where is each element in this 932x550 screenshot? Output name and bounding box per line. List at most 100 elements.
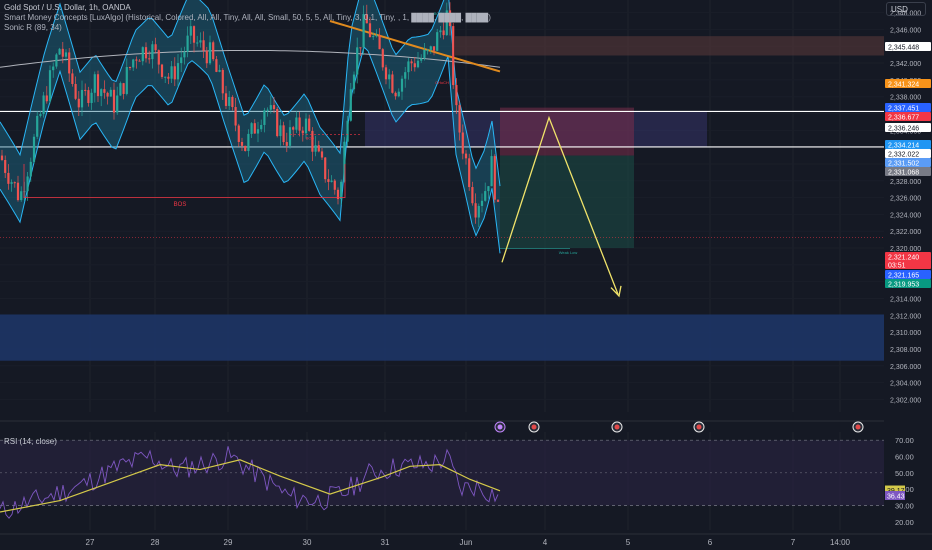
y-tick-label: 2,348.000: [890, 11, 921, 18]
candle-body: [13, 182, 16, 184]
candle-body: [247, 133, 250, 151]
y-tick-label: 2,326.000: [890, 196, 921, 203]
candle-body: [432, 46, 436, 51]
candle-body: [10, 182, 13, 184]
rsi-title: RSI (14, close): [4, 437, 57, 446]
currency-button[interactable]: USD: [886, 2, 926, 16]
price-label-bg: [885, 270, 931, 279]
candle-body: [292, 127, 295, 130]
candle-body: [84, 89, 87, 91]
price-label: 2,332.022: [888, 152, 919, 159]
candle-body: [352, 74, 356, 90]
price-label: 2,331.068: [888, 170, 919, 177]
candle-body: [474, 203, 477, 218]
price-label-bg: [885, 42, 931, 51]
price-label-bg: [885, 123, 931, 132]
x-tick-label: 31: [381, 538, 390, 547]
choch-label: CHoCH: [435, 80, 449, 85]
candle-body: [327, 179, 330, 182]
candle-body: [372, 36, 375, 38]
candle-body: [128, 66, 132, 68]
candle-body: [298, 117, 301, 131]
candle-body: [151, 44, 154, 60]
y-tick-label: 2,308.000: [890, 347, 921, 354]
candle-body: [356, 47, 359, 75]
candle-body: [250, 123, 253, 134]
candle-body: [333, 180, 336, 190]
event-icon-dot: [531, 424, 537, 430]
candle-body: [87, 90, 90, 103]
candle-body: [71, 73, 74, 84]
bos-label: BOS: [306, 136, 315, 141]
candle-body: [96, 74, 100, 97]
candle-body: [119, 83, 122, 96]
candle-body: [471, 187, 474, 204]
candle-body: [208, 42, 212, 64]
x-tick-label: 30: [303, 538, 312, 547]
price-label-bg: [885, 79, 931, 88]
candle-body: [144, 47, 148, 59]
y-tick-label: 2,346.000: [890, 27, 921, 34]
candle-body: [100, 89, 103, 97]
x-tick-label: 6: [708, 538, 713, 547]
candle-body: [39, 114, 42, 116]
price-label-bg: [885, 103, 931, 112]
candle-body: [16, 182, 20, 201]
candle-body: [205, 50, 208, 64]
candle-body: [477, 205, 480, 218]
rsi-tick-label: 20.00: [895, 518, 914, 527]
candle-body: [260, 124, 263, 130]
candle-body: [192, 26, 196, 43]
y-tick-label: 2,302.000: [890, 397, 921, 404]
price-label: 2,336.246: [888, 126, 919, 133]
supply-zone: [455, 36, 884, 56]
candle-body: [282, 125, 285, 143]
event-icon-dot: [696, 424, 702, 430]
candle-body: [218, 69, 221, 72]
rsi-tick-label: 50.00: [895, 469, 914, 478]
candle-body: [64, 52, 68, 57]
candle-body: [436, 32, 439, 51]
candle-body: [320, 151, 324, 158]
bos-label: BOS: [434, 11, 443, 16]
candle-body: [288, 127, 292, 146]
price-label-bg: [885, 260, 931, 269]
price-label-bg: [885, 279, 931, 288]
candle-body: [164, 76, 167, 78]
candle-body: [484, 191, 487, 201]
y-tick-label: 2,312.000: [890, 313, 921, 320]
y-tick-label: 2,324.000: [890, 212, 921, 219]
x-tick-label: Jun: [460, 538, 473, 547]
candle-body: [301, 130, 304, 134]
price-label: 2,334.214: [888, 143, 919, 150]
candle-body: [263, 110, 266, 125]
short-stop-zone: [500, 107, 634, 156]
x-tick-label: 14:00: [830, 538, 851, 547]
rsi-tick-label: 30.00: [895, 502, 914, 511]
candle-body: [311, 130, 314, 152]
candle-body: [189, 26, 192, 36]
indicator-sonic-r-label[interactable]: Sonic R (89, 34): [4, 23, 62, 32]
candle-body: [404, 72, 407, 79]
x-tick-label: 27: [86, 538, 95, 547]
candle-body: [173, 66, 176, 80]
y-tick-label: 2,304.000: [890, 381, 921, 388]
indicator-smc-label[interactable]: Smart Money Concepts [LuxAlgo] (Historic…: [4, 13, 491, 22]
price-label: 2,341.324: [888, 82, 919, 89]
candle-body: [90, 92, 93, 103]
candle-body: [442, 30, 445, 36]
candle-body: [103, 89, 106, 93]
candle-body: [176, 63, 180, 80]
candle-body: [468, 158, 471, 188]
candle-body: [448, 10, 452, 27]
x-tick-label: 4: [543, 538, 548, 547]
candle-body: [304, 118, 308, 134]
price-label: 2,319.953: [888, 282, 919, 289]
symbol-title[interactable]: Gold Spot / U.S. Dollar, 1h, OANDA: [4, 3, 131, 12]
candle-body: [58, 48, 61, 55]
candle-body: [295, 117, 298, 130]
candle-body: [42, 95, 45, 115]
candle-body: [4, 159, 7, 173]
candle-body: [330, 180, 333, 182]
